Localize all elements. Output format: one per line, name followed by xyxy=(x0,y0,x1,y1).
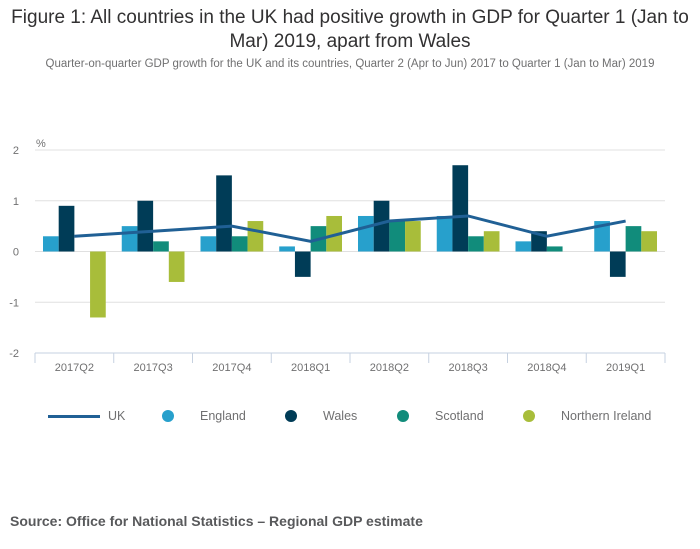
bar-northern-ireland-2018q2[interactable] xyxy=(405,221,421,252)
bar-northern-ireland-2018q3[interactable] xyxy=(483,231,500,252)
bar-wales-2017q2[interactable] xyxy=(58,205,75,252)
legend-label: England xyxy=(200,409,246,423)
bar-wales-2019q1[interactable] xyxy=(609,251,626,277)
bar-england-2018q4[interactable] xyxy=(515,241,532,252)
bar-scotland-2017q4[interactable] xyxy=(231,236,248,252)
bar-northern-ireland-2017q4[interactable] xyxy=(247,221,264,252)
x-tick-label: 2018Q4 xyxy=(527,362,566,374)
bar-england-2017q4[interactable] xyxy=(200,236,217,252)
bar-scotland-2018q4[interactable] xyxy=(546,246,563,252)
bar-scotland-2018q3[interactable] xyxy=(468,236,484,252)
wales-dot-swatch xyxy=(285,410,297,422)
scotland-dot-swatch xyxy=(397,410,409,422)
y-tick-label: -2 xyxy=(9,348,19,360)
bar-wales-2017q4[interactable] xyxy=(216,175,232,252)
legend-item-wales[interactable]: Wales xyxy=(285,406,357,426)
y-tick-label: 0 xyxy=(13,247,19,259)
legend-item-uk[interactable]: UK xyxy=(48,406,125,426)
bar-england-2019q1[interactable] xyxy=(594,221,610,252)
bar-wales-2018q2[interactable] xyxy=(373,200,390,252)
northern-ireland-dot-swatch xyxy=(523,410,535,422)
chart-title: Figure 1: All countries in the UK had po… xyxy=(11,7,689,52)
x-axis: 2017Q2 2017Q3 2017Q4 2018Q1 2018Q2 2018Q3 2018… xyxy=(34,352,666,374)
x-tick-label: 2018Q1 xyxy=(291,362,330,374)
bar-northern-ireland-2017q2[interactable] xyxy=(90,251,106,318)
uk-line-swatch xyxy=(48,414,100,418)
bar-northern-ireland-2017q3[interactable] xyxy=(168,251,185,282)
legend-item-scotland[interactable]: Scotland xyxy=(397,406,484,426)
x-tick-label: 2018Q3 xyxy=(449,362,488,374)
x-tick-label: 2017Q2 xyxy=(55,362,94,374)
y-axis-ticks: 2 1 0 -1 -2 xyxy=(9,145,19,360)
bars xyxy=(43,165,657,318)
uk-line-series xyxy=(74,214,626,243)
bar-england-2017q3[interactable] xyxy=(121,226,138,252)
x-tick-label: 2018Q2 xyxy=(370,362,409,374)
bar-scotland-2017q3[interactable] xyxy=(153,241,169,252)
x-tick-label: 2017Q3 xyxy=(134,362,173,374)
source-note: Source: Office for National Statistics –… xyxy=(10,513,423,529)
legend-label: Northern Ireland xyxy=(561,409,652,423)
bar-england-2017q2[interactable] xyxy=(43,236,59,252)
chart-subtitle: Quarter-on-quarter GDP growth for the UK… xyxy=(45,58,655,70)
england-dot-swatch xyxy=(162,410,174,422)
legend-item-england[interactable]: England xyxy=(162,406,246,426)
uk-line[interactable] xyxy=(74,214,626,243)
bar-wales-2018q1[interactable] xyxy=(294,251,311,277)
bar-northern-ireland-2019q1[interactable] xyxy=(641,231,657,252)
bar-england-2018q2[interactable] xyxy=(358,215,374,252)
chart-area: 2 1 0 -1 -2 % 2017Q2 2017Q3 2017Q4 2018Q1 2018Q2… xyxy=(9,138,666,374)
y-tick-label: 1 xyxy=(13,196,19,208)
bar-wales-2017q3[interactable] xyxy=(137,200,154,252)
y-tick-label: -1 xyxy=(9,297,19,309)
bar-england-2018q3[interactable] xyxy=(436,215,453,252)
legend-label: Wales xyxy=(323,409,358,423)
bar-england-2018q1[interactable] xyxy=(279,246,295,252)
bar-scotland-2019q1[interactable] xyxy=(625,226,642,252)
x-tick-label: 2017Q4 xyxy=(212,362,251,374)
y-tick-label: 2 xyxy=(13,145,19,157)
legend: UK England Wales Scotland Northern Irela… xyxy=(0,406,700,428)
bar-scotland-2018q2[interactable] xyxy=(389,221,406,252)
legend-label: UK xyxy=(108,409,126,423)
y-axis-unit-label: % xyxy=(36,138,46,150)
legend-item-northern-ireland[interactable]: Northern Ireland xyxy=(523,406,651,426)
legend-label: Scotland xyxy=(435,409,484,423)
x-tick-label: 2019Q1 xyxy=(606,362,645,374)
bar-wales-2018q3[interactable] xyxy=(452,165,469,252)
